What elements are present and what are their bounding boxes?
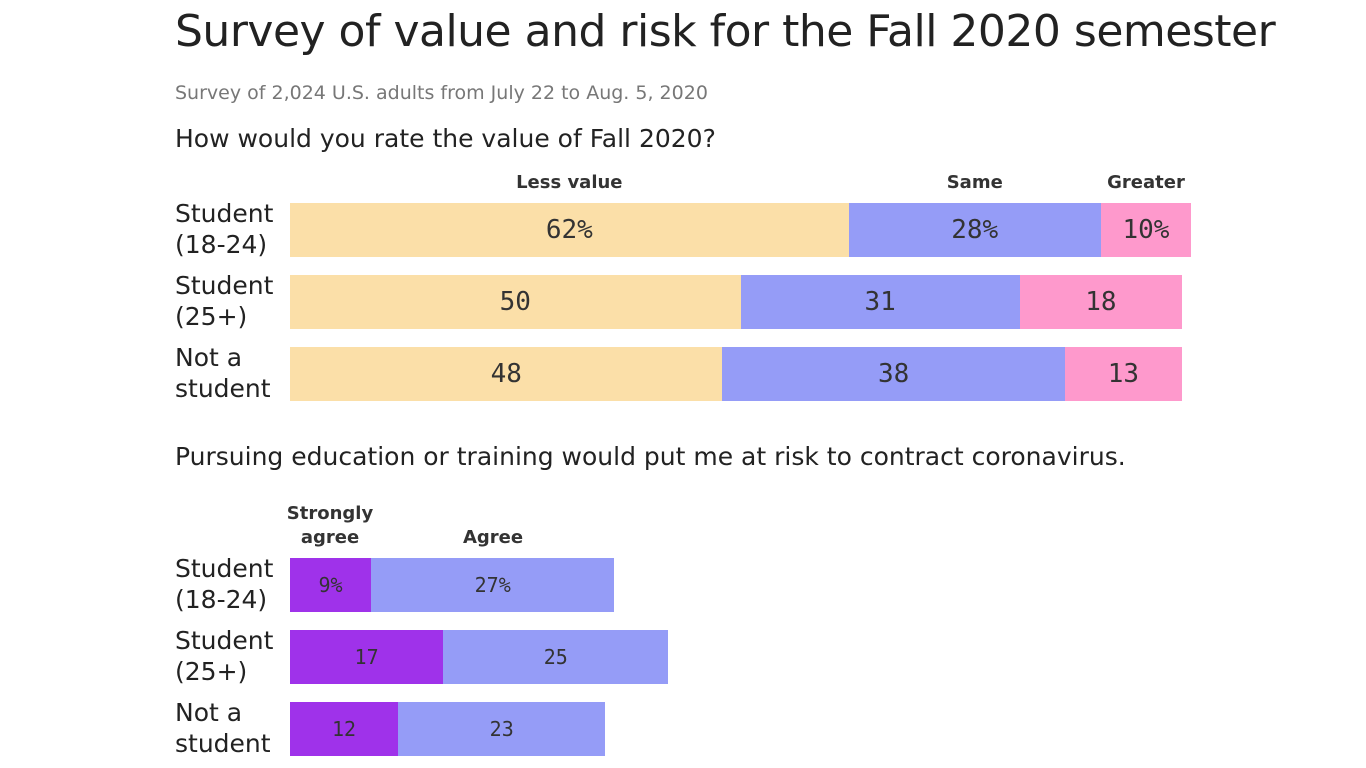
chart-subtitle: Survey of 2,024 U.S. adults from July 22…	[175, 82, 708, 104]
chart-question: Pursuing education or training would put…	[175, 442, 1126, 471]
row-label-line: (25+)	[175, 657, 248, 686]
legend-same: Same	[947, 171, 1003, 195]
legend-label: Agree	[462, 527, 524, 548]
bar-segment: 50	[290, 275, 741, 329]
data-label: 12	[332, 717, 357, 741]
legend-label: Strongly	[286, 503, 374, 524]
row-label-line: Not a	[175, 343, 243, 372]
legend-label: Less value	[516, 172, 623, 193]
chart-title: Survey of value and risk for the Fall 20…	[175, 6, 1276, 57]
chart-question: How would you rate the value of Fall 202…	[175, 124, 716, 153]
bar-segment: 10%	[1100, 203, 1191, 257]
row-label-line: (25+)	[175, 302, 248, 331]
row-label-line: Student	[175, 271, 274, 300]
legend-label: agree	[300, 527, 360, 548]
bar-segment: 9%	[290, 558, 372, 612]
row-label: Not a student	[175, 342, 271, 404]
bar-segment: 25	[443, 630, 669, 684]
row-label-line: Student	[175, 626, 274, 655]
data-label: 62%	[545, 215, 593, 245]
bar-segment: 23	[398, 702, 606, 756]
row-label: Student (25+)	[175, 270, 273, 332]
bar-segment: 28%	[848, 203, 1101, 257]
data-label: 10%	[1122, 215, 1170, 245]
row-label-line: (18-24)	[175, 230, 268, 259]
row-label-line: Student	[175, 554, 274, 583]
data-label: 27%	[474, 573, 511, 597]
data-label: 31	[864, 287, 896, 317]
row-label-line: student	[175, 729, 271, 758]
row-label: Student (18-24)	[175, 198, 273, 260]
bar-segment: 48	[290, 347, 723, 401]
bar-segment: 27%	[371, 558, 615, 612]
bar-segment: 12	[290, 702, 399, 756]
data-label: 28%	[951, 215, 999, 245]
legend-agree: Agree	[463, 526, 523, 550]
legend-less-value: Less value	[516, 171, 622, 195]
row-label-line: student	[175, 374, 271, 403]
data-label: 50	[499, 287, 531, 317]
legend-strongly-agree: Strongly agree	[287, 502, 373, 550]
data-label: 23	[489, 717, 514, 741]
row-label: Not a student	[175, 697, 271, 759]
data-label: 25	[543, 645, 568, 669]
data-label: 17	[354, 645, 379, 669]
row-label: Student (18-24)	[175, 553, 273, 615]
legend-label: Greater	[1107, 172, 1185, 193]
data-label: 13	[1107, 359, 1140, 389]
data-label: 18	[1085, 287, 1117, 317]
bar-segment: 62%	[290, 203, 849, 257]
data-label: 48	[490, 359, 522, 389]
legend-label: Same	[946, 172, 1003, 193]
row-label-line: Student	[175, 199, 274, 228]
data-label: 9%	[318, 573, 343, 597]
data-label: 38	[878, 359, 910, 389]
row-label-line: (18-24)	[175, 585, 268, 614]
row-label: Student (25+)	[175, 625, 273, 687]
legend-greater: Greater	[1107, 171, 1185, 195]
bar-segment: 18	[1019, 275, 1182, 329]
bar-segment: 31	[740, 275, 1020, 329]
bar-segment: 17	[290, 630, 444, 684]
row-label-line: Not a	[175, 698, 243, 727]
bar-segment: 38	[722, 347, 1065, 401]
bar-segment: 13	[1064, 347, 1182, 401]
